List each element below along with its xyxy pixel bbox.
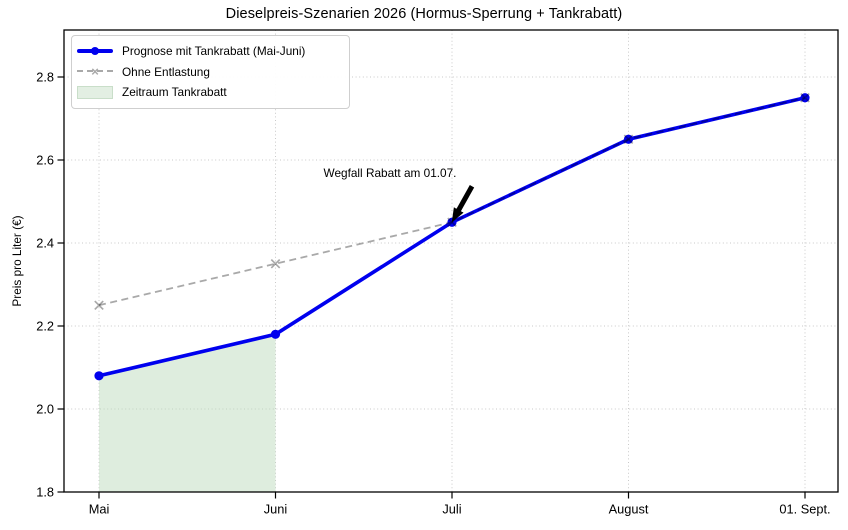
series-markers-ohne-entlastung — [94, 92, 810, 311]
legend-swatch-dashed-line-icon: × — [77, 65, 113, 79]
axes-spines — [63, 29, 839, 493]
tick-marks — [57, 76, 806, 499]
tankrabatt-shaded-region — [99, 334, 276, 492]
svg-text:01. Sept.: 01. Sept. — [779, 502, 830, 517]
legend-label-prognose: Prognose mit Tankrabatt (Mai-Juni) — [122, 44, 306, 59]
svg-text:2.6: 2.6 — [36, 152, 54, 167]
svg-text:2.8: 2.8 — [36, 69, 54, 84]
svg-text:Mai: Mai — [89, 502, 110, 517]
series-line-ohne-entlastung — [98, 96, 806, 307]
legend-item-zeitraum: Zeitraum Tankrabatt — [77, 82, 341, 103]
shaded-region-icon — [77, 86, 113, 100]
x-tick-labels: Mai Juni Juli August 01. Sept. — [89, 502, 831, 517]
annotation-arrow — [451, 185, 475, 223]
gridlines — [64, 30, 838, 492]
legend-label-ohne-entlastung: Ohne Entlastung — [122, 64, 210, 79]
circle-marker-icon — [91, 47, 99, 56]
svg-text:2.4: 2.4 — [36, 235, 54, 250]
svg-text:Juli: Juli — [442, 502, 461, 517]
series-markers-prognose — [94, 93, 810, 381]
svg-text:August: August — [609, 502, 649, 517]
dashed-line-icon — [77, 70, 113, 73]
chart-title: Dieselpreis-Szenarien 2026 (Hormus-Sperr… — [225, 6, 623, 22]
y-tick-labels: 1.8 2.0 2.2 2.4 2.6 2.8 — [36, 69, 54, 499]
legend-label-zeitraum: Zeitraum Tankrabatt — [122, 85, 227, 100]
legend-item-prognose: Prognose mit Tankrabatt (Mai-Juni) — [77, 41, 341, 62]
svg-text:1.8: 1.8 — [36, 484, 54, 499]
annotation-text: Wegfall Rabatt am 01.07. — [323, 166, 457, 180]
x-marker-icon: × — [91, 63, 99, 79]
series-line-prognose — [98, 95, 806, 378]
svg-text:Juni: Juni — [264, 502, 287, 517]
svg-text:2.2: 2.2 — [36, 318, 54, 333]
legend-swatch-blue-line-icon — [77, 44, 113, 58]
legend-item-ohne-entlastung: × Ohne Entlastung — [77, 62, 341, 83]
legend: Prognose mit Tankrabatt (Mai-Juni) × Ohn… — [71, 35, 350, 109]
svg-text:2.0: 2.0 — [36, 401, 54, 416]
legend-swatch-region-icon — [77, 85, 113, 100]
